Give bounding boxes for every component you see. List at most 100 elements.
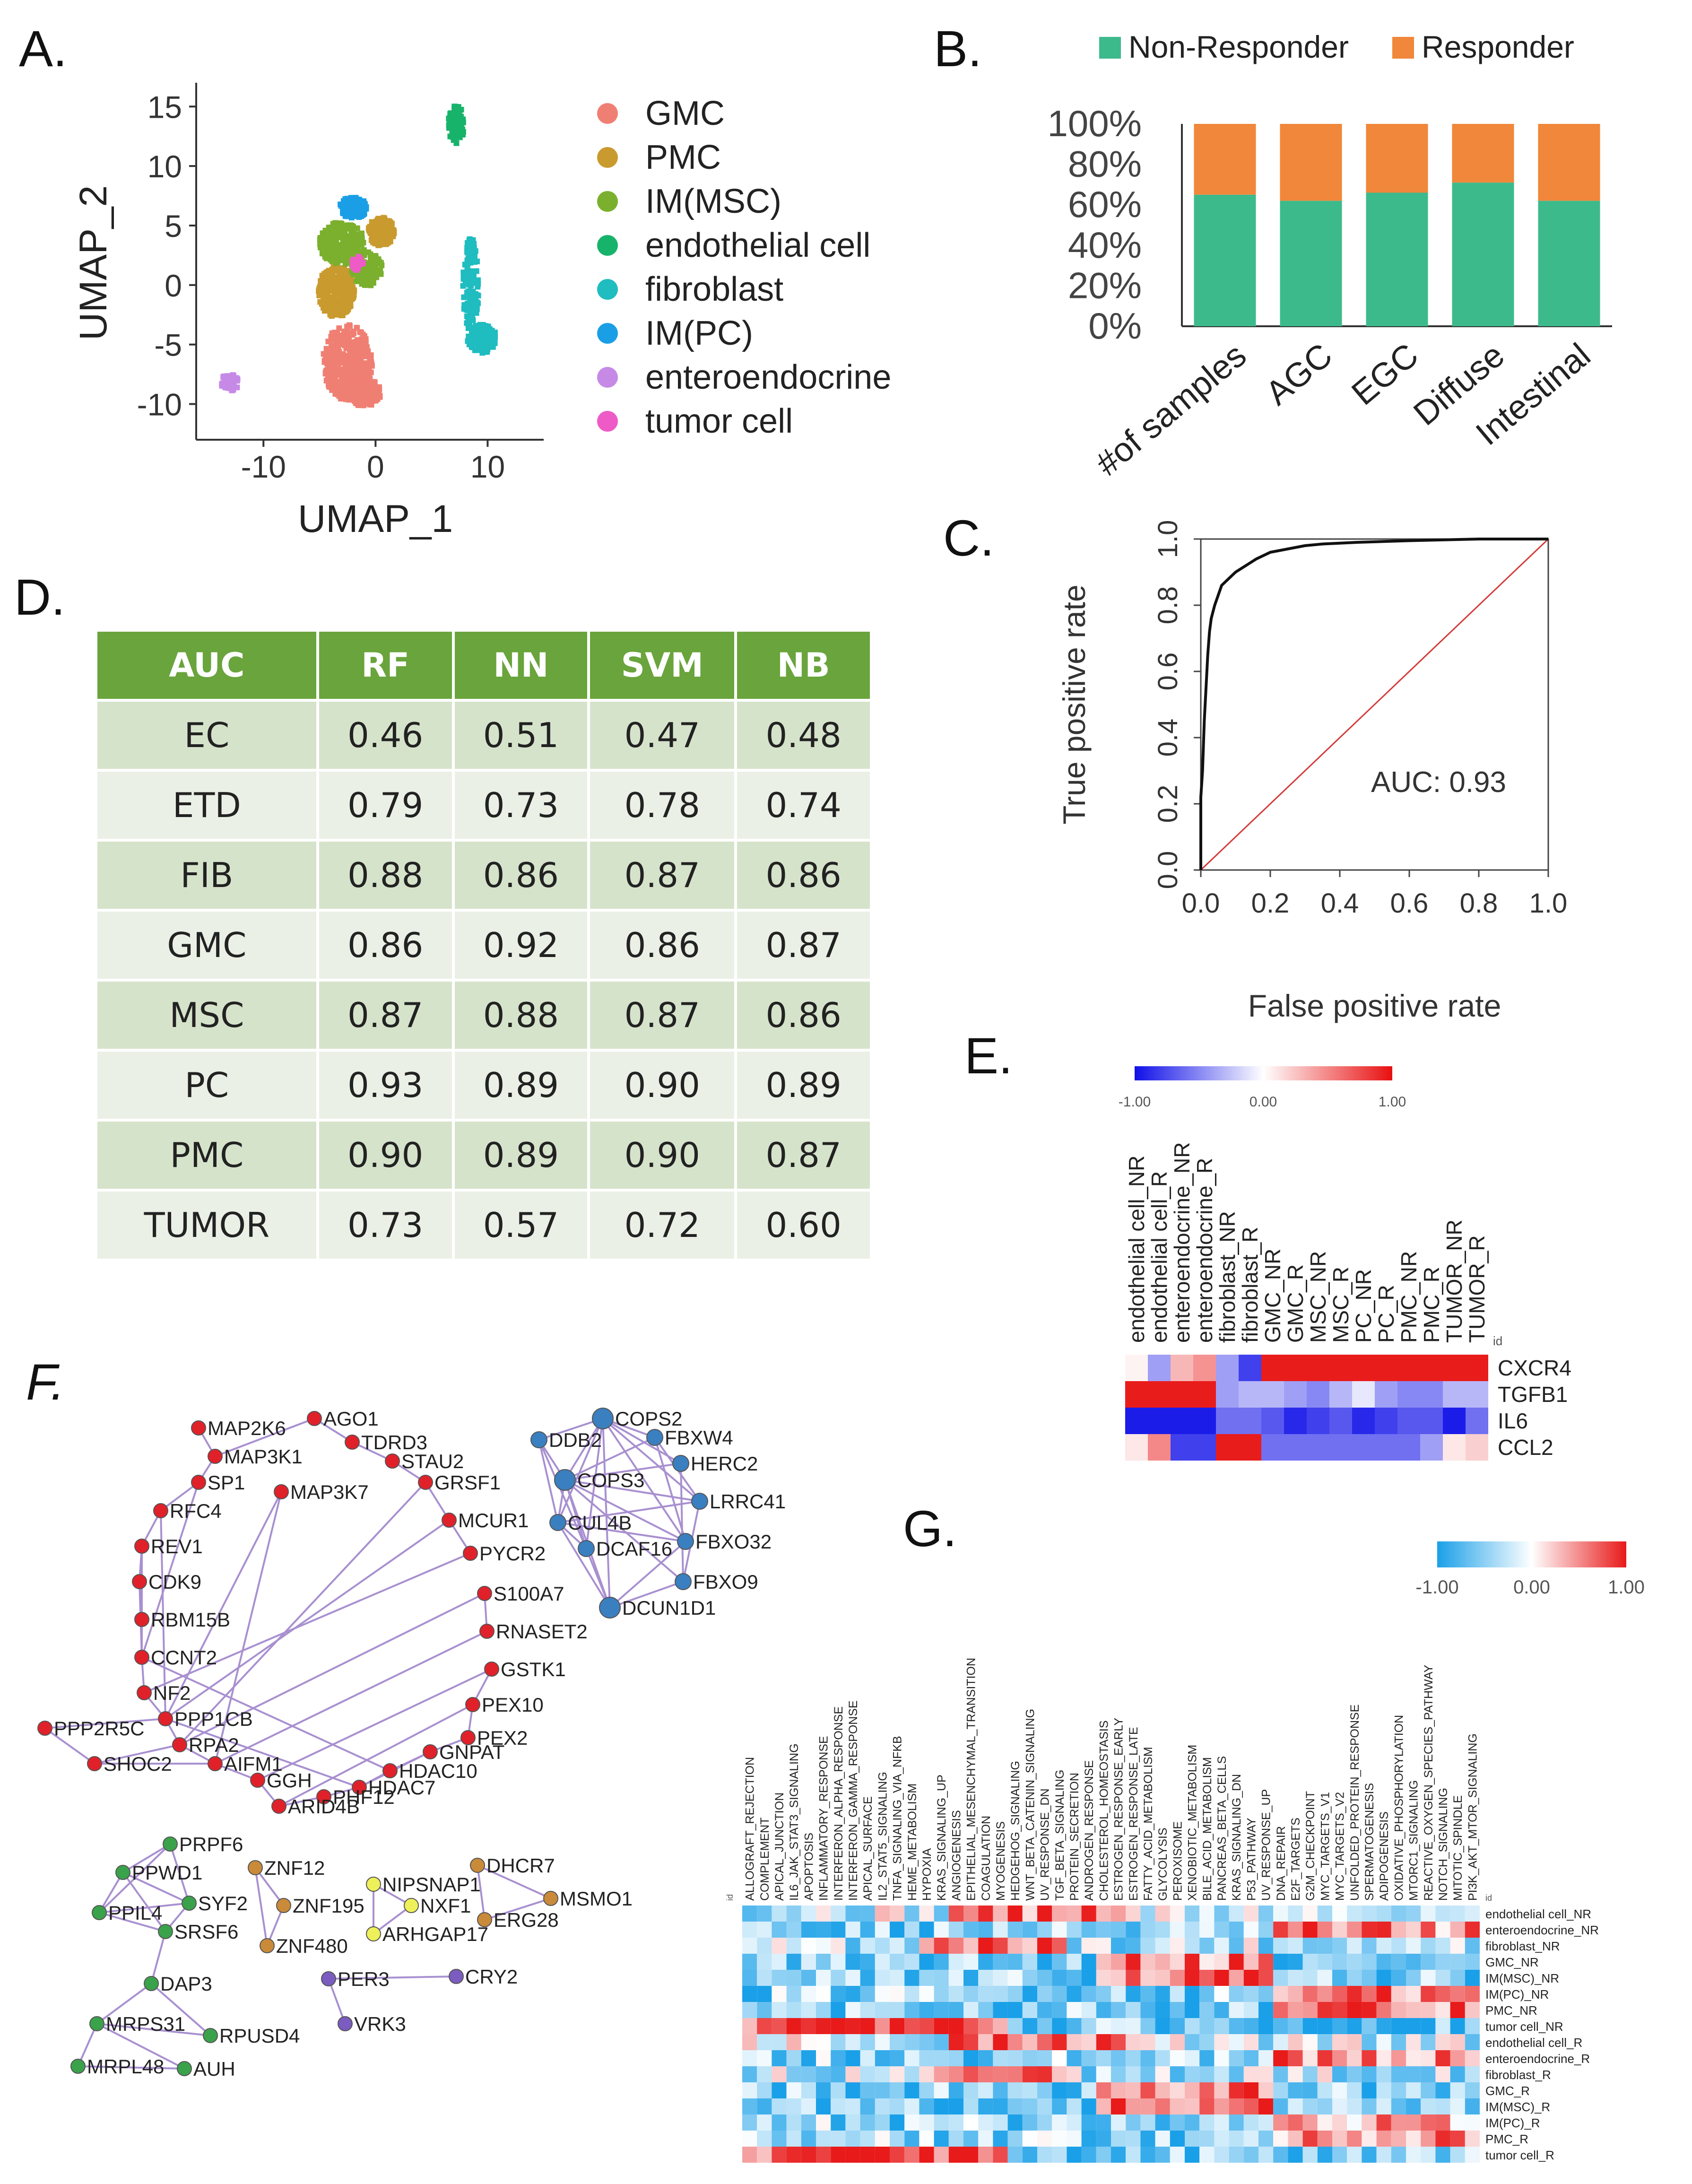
network-node-label: DCUN1D1	[622, 1597, 716, 1619]
network-node-dot	[208, 1756, 223, 1771]
heatmap-g-cell	[1376, 1986, 1391, 2002]
heatmap-g-cell	[786, 1970, 801, 1986]
heatmap-g-cell	[1199, 2066, 1215, 2082]
heatmap-e-cell	[1466, 1434, 1488, 1461]
umap-point	[321, 357, 328, 364]
umap-point	[223, 384, 229, 391]
umap-point	[373, 387, 379, 393]
network-node-label: SRSF6	[174, 1921, 238, 1943]
heatmap-g-cell	[1465, 2131, 1480, 2147]
heatmap-g-col-label: ANGIOGENESIS	[950, 1810, 963, 1901]
heatmap-g-cell	[1126, 2114, 1141, 2131]
network-edge	[373, 1905, 412, 1935]
heatmap-g-cell	[1421, 1922, 1436, 1938]
heatmap-g-cell	[860, 2018, 875, 2034]
heatmap-g-col-label: INFLAMMATORY_RESPONSE	[817, 1736, 831, 1901]
network-node-label: ERG28	[494, 1909, 559, 1931]
heatmap-e-cell	[1239, 1381, 1261, 1408]
network-edge	[538, 1439, 587, 1549]
network-edge	[160, 1481, 200, 1512]
network-node-label: PEX10	[482, 1694, 544, 1716]
network-edge	[165, 1519, 450, 1720]
heatmap-g-cell	[1273, 1970, 1288, 1986]
heatmap-g-cell	[1243, 1970, 1258, 1986]
network-node-dot	[646, 1429, 663, 1446]
heatmap-g-cell	[816, 2082, 831, 2098]
network-edge	[557, 1418, 604, 1523]
heatmap-g-cell	[1140, 2147, 1155, 2163]
umap-point	[366, 278, 372, 284]
heatmap-g-cell	[993, 2082, 1008, 2098]
network-node: NIPSNAP1	[366, 1873, 481, 1896]
table-row: PC 0.93 0.89 0.90 0.89	[97, 1052, 870, 1119]
heatmap-g-cell	[875, 2050, 890, 2066]
heatmap-g-cell	[786, 2034, 801, 2050]
heatmap-g-cell	[786, 2131, 801, 2147]
network-node-label: PPP2R5C	[54, 1717, 144, 1740]
heatmap-g-col-label: INTERFERON_ALPHA_RESPONSE	[832, 1706, 845, 1901]
heatmap-g-cell	[757, 1922, 772, 1938]
panel-label-g: G.	[903, 1500, 957, 1557]
heatmap-g-cell	[904, 1906, 920, 1922]
network-node: PPP2R5C	[37, 1717, 144, 1740]
heatmap-g-row-label: PMC_NR	[1485, 2003, 1537, 2018]
heatmap-g-cell	[1067, 2082, 1082, 2098]
network-node-dot	[134, 1612, 149, 1627]
heatmap-g-cell	[1214, 2018, 1229, 2034]
network-edge	[169, 1844, 190, 1904]
heatmap-e-cell	[1329, 1355, 1352, 1381]
network-node-label: COPS3	[577, 1469, 644, 1491]
heatmap-g-cell	[934, 1986, 949, 2002]
heatmap-g-cell	[1243, 2018, 1258, 2034]
heatmap-g-cell	[890, 2098, 905, 2114]
heatmap-g-cell	[1258, 1922, 1274, 1938]
network-edge	[557, 1500, 700, 1523]
heatmap-g-cell	[1185, 1970, 1200, 1986]
umap-point	[329, 242, 335, 248]
heatmap-g-cell	[1155, 1938, 1170, 1954]
heatmap-g-cell	[1406, 1938, 1421, 1954]
heatmap-g-cell	[1067, 1954, 1082, 1970]
heatmap-g-cell	[1362, 1938, 1377, 1954]
heatmap-g-cell	[1170, 1970, 1185, 1986]
network-node-label: ZNF480	[276, 1935, 348, 1957]
network-node: ZNF195	[276, 1895, 364, 1917]
heatmap-g-cell	[1199, 1938, 1215, 1954]
umap-point	[361, 402, 367, 409]
heatmap-g-cell	[1450, 2147, 1465, 2163]
heatmap-g-cell	[1126, 1922, 1141, 1938]
heatmap-g-cell	[1185, 2147, 1200, 2163]
heatmap-g-cell	[831, 2050, 846, 2066]
heatmap-g-cell	[831, 1938, 846, 1954]
heatmap-g-cell	[993, 2034, 1008, 2050]
heatmap-g-cell	[1362, 2114, 1377, 2131]
heatmap-g-cell	[1081, 1970, 1096, 1986]
network-edge	[278, 1796, 324, 1807]
heatmap-g-cell	[1096, 2066, 1111, 2082]
heatmap-g-cell	[1037, 1954, 1052, 1970]
heatmap-g-cell	[1347, 2066, 1362, 2082]
heatmap-g-cell	[1465, 2018, 1480, 2034]
bar-y-tick: 40%	[1068, 224, 1142, 266]
umap-point	[365, 399, 371, 405]
network-edge	[328, 1975, 457, 1980]
heatmap-g-cell	[742, 1938, 757, 1954]
heatmap-g-cell	[1007, 2018, 1023, 2034]
heatmap-g-cell	[801, 1954, 816, 1970]
heatmap-g-cell	[816, 1986, 831, 2002]
network-node-dot	[92, 1905, 107, 1920]
network-node-label: PER3	[338, 1968, 390, 1990]
table-row: PMC 0.90 0.89 0.90 0.87	[97, 1122, 870, 1189]
heatmap-g-cell	[1362, 2098, 1377, 2114]
heatmap-g-cell	[860, 2002, 875, 2018]
heatmap-g-cell	[1435, 2066, 1450, 2082]
legend-label: GMC	[645, 95, 725, 132]
heatmap-g-cell	[1362, 1906, 1377, 1922]
heatmap-e-cell	[1125, 1434, 1148, 1461]
heatmap-g-cell	[757, 2050, 772, 2066]
umap-point	[354, 362, 360, 368]
umap-point	[342, 246, 348, 252]
table-cell: PC	[97, 1052, 316, 1119]
umap-point	[322, 227, 329, 234]
heatmap-g-cell	[948, 2002, 963, 2018]
